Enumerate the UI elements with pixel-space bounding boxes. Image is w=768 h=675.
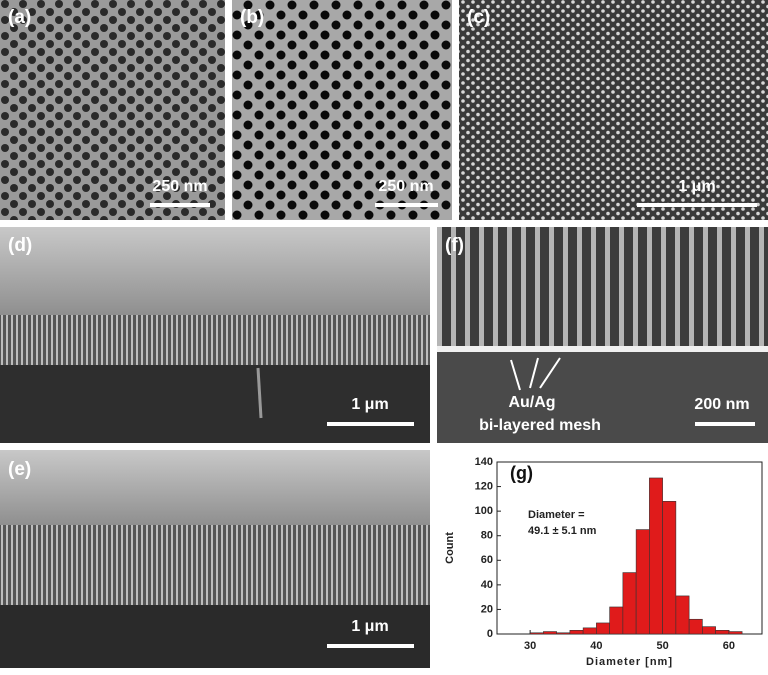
x-tick-label: 50	[657, 640, 669, 652]
scale-bar-label: 1 μm	[351, 396, 388, 413]
panel-label: (e)	[8, 459, 31, 480]
bar	[688, 618, 703, 635]
bar	[529, 632, 544, 635]
panel-f: (f) Au/Ag bi-layered mesh 200 nm	[437, 227, 768, 443]
bar	[609, 606, 624, 635]
scale-bar-label: 200 nm	[694, 396, 749, 413]
y-tick-label: 120	[475, 480, 493, 492]
x-axis-label: Diameter [nm]	[586, 656, 673, 668]
bar	[556, 632, 571, 635]
bar	[675, 595, 690, 635]
panel-e: (e) 1 μm	[0, 450, 430, 668]
bar	[569, 630, 584, 635]
annotation: 49.1 ± 5.1 nm	[528, 525, 597, 537]
annotation: Au/Ag	[508, 394, 555, 411]
bar	[649, 477, 663, 635]
panel-a: (a) 250 nm	[0, 0, 225, 220]
annotation: bi-layered mesh	[479, 417, 601, 434]
annotation: Diameter =	[528, 509, 585, 521]
panel-label: (b)	[240, 7, 264, 28]
bar	[596, 622, 610, 635]
bar	[543, 631, 557, 635]
bar	[622, 572, 637, 635]
y-tick-label: 80	[481, 530, 493, 542]
panel-label: (a)	[8, 7, 31, 28]
scale-bar-label: 250 nm	[378, 178, 433, 195]
y-tick-label: 60	[481, 554, 493, 566]
x-tick-label: 30	[524, 640, 536, 652]
bar	[582, 627, 597, 635]
scale-bar-label: 1 μm	[678, 178, 715, 195]
y-tick-label: 100	[475, 505, 493, 517]
y-tick-label: 40	[481, 579, 493, 591]
bar	[728, 631, 743, 635]
panel-d: (d) 1 μm	[0, 227, 430, 443]
panel-b: (b) 250 nm	[232, 0, 452, 220]
bar	[635, 529, 650, 635]
x-tick-label: 60	[723, 640, 735, 652]
histogram-panel: 0 20 40 60 80 100 120 140 30 40 50 60 (g) Diameter = 4…	[444, 456, 763, 668]
y-tick-label: 20	[481, 603, 493, 615]
panel-label: (g)	[510, 463, 533, 483]
scale-bar-label: 1 μm	[351, 618, 388, 635]
x-tick-label: 40	[590, 640, 602, 652]
bar	[715, 630, 730, 635]
panel-label: (d)	[8, 235, 32, 256]
bar	[662, 501, 677, 635]
y-tick-label: 0	[487, 628, 493, 640]
panel-c: (c) 1 μm	[459, 0, 768, 220]
y-axis-label: Count	[444, 532, 456, 564]
panel-label: (c)	[467, 7, 490, 28]
scale-bar-label: 250 nm	[152, 178, 207, 195]
panel-label: (f)	[445, 235, 464, 256]
bar	[702, 626, 716, 635]
y-tick-label: 140	[475, 456, 493, 468]
